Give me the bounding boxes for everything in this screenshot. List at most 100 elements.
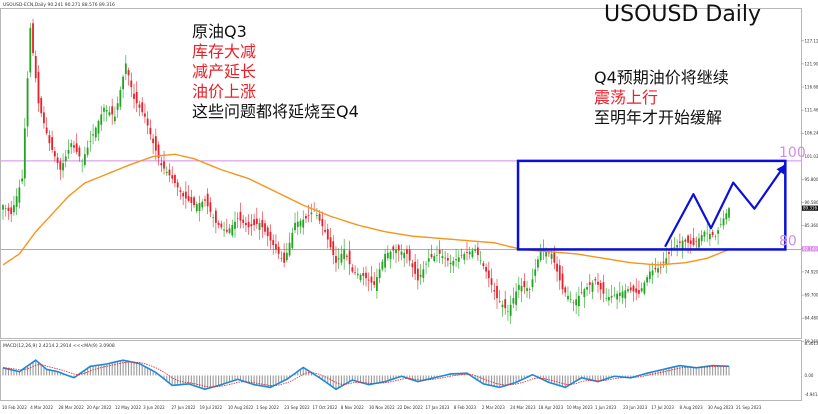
- candle: [406, 245, 408, 264]
- candle: [206, 188, 209, 215]
- date-tick-label: 1 Sep 2022: [256, 405, 279, 410]
- candle: [302, 210, 305, 235]
- date-tick-label: 18 Apr 2023: [538, 405, 563, 410]
- price-pane-frame: [0, 8, 802, 339]
- candle: [217, 220, 220, 229]
- candle: [351, 264, 354, 274]
- candle: [651, 262, 654, 284]
- candle: [146, 111, 149, 134]
- date-tick-label: 19 Jul 2022: [200, 405, 223, 410]
- candle: [507, 304, 509, 321]
- candle: [684, 238, 687, 249]
- candle: [67, 139, 70, 159]
- candle: [608, 288, 610, 306]
- candle: [329, 228, 332, 250]
- candle: [594, 276, 597, 285]
- candle: [586, 283, 588, 297]
- date-tick-label: 22 Dec 2022: [397, 405, 423, 410]
- left-line-4: 这些问题都将延烧至Q4: [192, 102, 359, 121]
- candle: [376, 268, 378, 299]
- candle: [386, 245, 389, 261]
- candle: [408, 245, 411, 267]
- candle: [114, 106, 116, 125]
- candle: [444, 251, 447, 267]
- candle: [261, 211, 264, 238]
- candle: [602, 274, 605, 303]
- candle: [698, 233, 700, 250]
- date-tick-label: 1 Jun 2023: [595, 405, 617, 410]
- date-tick-label: 17 Jul 2023: [651, 405, 674, 410]
- candle: [449, 254, 452, 273]
- candle: [40, 96, 43, 118]
- moving-average-line: [2, 153, 730, 266]
- candle: [264, 219, 266, 236]
- candle: [174, 173, 176, 188]
- candle: [556, 256, 558, 282]
- candle: [168, 163, 171, 183]
- candle: [643, 280, 646, 296]
- candle: [471, 247, 474, 259]
- candle: [430, 244, 433, 259]
- date-tick-label: 23 Jun 2023: [623, 405, 648, 410]
- candle: [144, 103, 146, 124]
- candle: [703, 230, 706, 242]
- date-tick-label: 21 Sep 2023: [736, 405, 762, 410]
- candle: [160, 156, 163, 173]
- candle: [575, 291, 578, 315]
- candle: [676, 239, 679, 257]
- candle: [242, 214, 245, 229]
- date-tick-label: 17 Jan 2023: [425, 405, 449, 410]
- candle: [425, 260, 427, 274]
- candle: [21, 169, 24, 184]
- level-labels: 100 80: [779, 145, 806, 250]
- candle: [92, 124, 94, 145]
- date-tick-label: 8 Aug 2023: [680, 405, 704, 410]
- candle: [708, 228, 711, 247]
- candle: [343, 238, 346, 270]
- candle: [381, 259, 384, 272]
- candle: [138, 100, 141, 117]
- candle: [648, 263, 651, 283]
- candle: [43, 106, 45, 129]
- candle: [332, 235, 335, 265]
- candle: [10, 200, 13, 223]
- candle: [214, 207, 217, 234]
- candle: [681, 236, 684, 259]
- candle: [512, 287, 515, 308]
- price-tick-label: 101.020: [805, 154, 818, 159]
- candle: [629, 281, 632, 293]
- candle: [305, 213, 307, 223]
- candle: [127, 67, 130, 86]
- candle: [479, 250, 482, 265]
- candle: [618, 281, 621, 303]
- candle: [668, 248, 670, 265]
- candle: [119, 86, 122, 110]
- candle: [103, 104, 105, 122]
- candle: [81, 158, 84, 173]
- candle: [13, 195, 15, 216]
- candle: [51, 130, 54, 153]
- candle: [646, 274, 649, 286]
- candle: [15, 188, 18, 216]
- svg-text:80.140: 80.140: [803, 246, 817, 251]
- candle: [477, 242, 479, 261]
- macd-tick-label: 0.00: [805, 373, 814, 378]
- candle: [714, 234, 717, 241]
- macd-signal-line: [2, 361, 730, 388]
- candle: [157, 141, 160, 166]
- price-axis-ticks: 127.120 121.900 116.680 111.460 106.240 101.0…: [801, 38, 818, 344]
- price-tick-label: 90.580: [805, 200, 818, 205]
- candle: [659, 261, 662, 274]
- candle: [296, 211, 299, 236]
- right-line-2: 至明年才开始缓解: [594, 108, 723, 127]
- level-price-badge: 80.140: [802, 246, 818, 252]
- candle: [337, 248, 340, 270]
- candle: [280, 251, 283, 262]
- candle: [640, 282, 643, 293]
- candle: [419, 264, 422, 285]
- date-tick-label: 10 May 2023: [567, 405, 594, 410]
- candle: [283, 243, 286, 268]
- candle: [487, 261, 490, 288]
- candle: [253, 213, 255, 232]
